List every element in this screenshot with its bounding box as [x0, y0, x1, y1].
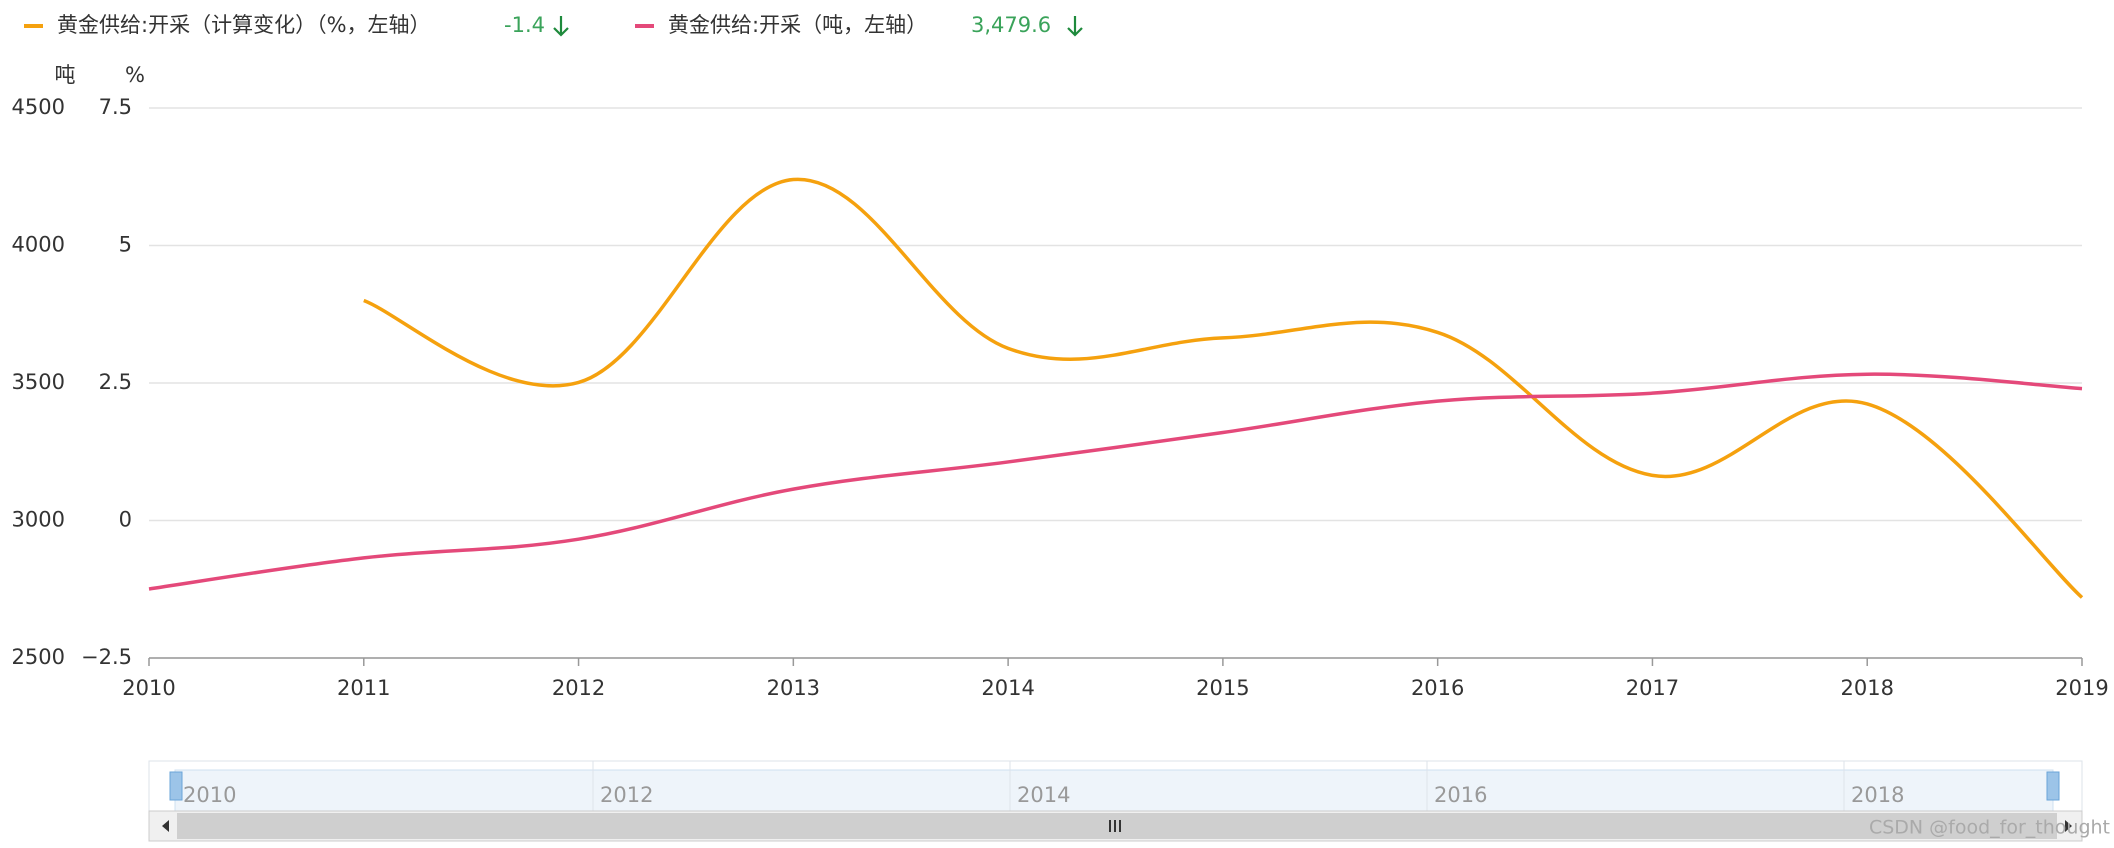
slider-label: 2010 — [183, 783, 236, 807]
y-tick-label: 2500 — [12, 645, 65, 669]
slider-window[interactable] — [174, 769, 2054, 812]
thumb-grip — [1109, 820, 1121, 832]
slider-handle[interactable] — [2046, 771, 2060, 801]
scroll-right[interactable] — [2065, 820, 2072, 832]
y-unit: 吨 — [55, 63, 76, 87]
x-tick-label: 2015 — [1196, 676, 1249, 700]
y2-tick-label: 7.5 — [99, 95, 132, 119]
y2-tick-label: 5 — [119, 233, 132, 257]
y2-tick-label: 0 — [119, 508, 132, 532]
x-tick-label: 2013 — [767, 676, 820, 700]
x-tick-label: 2010 — [122, 676, 175, 700]
legend-arrow — [1067, 16, 1083, 37]
y-tick-label: 3500 — [12, 370, 65, 394]
slider-label: 2016 — [1434, 783, 1487, 807]
scrollbar-thumb[interactable] — [177, 813, 2057, 839]
y2-tick-label: 2.5 — [99, 370, 132, 394]
x-tick-label: 2011 — [337, 676, 390, 700]
y2-unit: % — [125, 63, 145, 87]
x-tick-label: 2016 — [1411, 676, 1464, 700]
x-tick-label: 2017 — [1626, 676, 1679, 700]
legend-label[interactable]: 黄金供给:开采（计算变化）（%，左轴） — [57, 13, 431, 37]
x-tick-label: 2012 — [552, 676, 605, 700]
legend-value: 3,479.6 — [971, 13, 1051, 37]
x-tick-label: 2019 — [2055, 676, 2108, 700]
y-tick-label: 4000 — [12, 233, 65, 257]
y-tick-label: 4500 — [12, 95, 65, 119]
series-line — [363, 177, 2084, 599]
slider-label: 2012 — [600, 783, 653, 807]
slider-label: 2014 — [1017, 783, 1070, 807]
legend-label[interactable]: 黄金供给:开采（吨，左轴） — [668, 13, 927, 37]
x-tick-label: 2014 — [981, 676, 1034, 700]
scroll-left[interactable] — [162, 820, 169, 832]
x-tick-label: 2018 — [1840, 676, 1893, 700]
y-tick-label: 3000 — [12, 508, 65, 532]
y2-tick-label: −2.5 — [81, 645, 132, 669]
legend-value: -1.4 — [504, 13, 545, 37]
watermark: CSDN @food_for_thought — [1869, 817, 2110, 839]
legend-arrow — [553, 16, 569, 37]
series-line — [148, 372, 2083, 591]
slider-label: 2018 — [1851, 783, 1904, 807]
slider-handle[interactable] — [169, 771, 183, 801]
